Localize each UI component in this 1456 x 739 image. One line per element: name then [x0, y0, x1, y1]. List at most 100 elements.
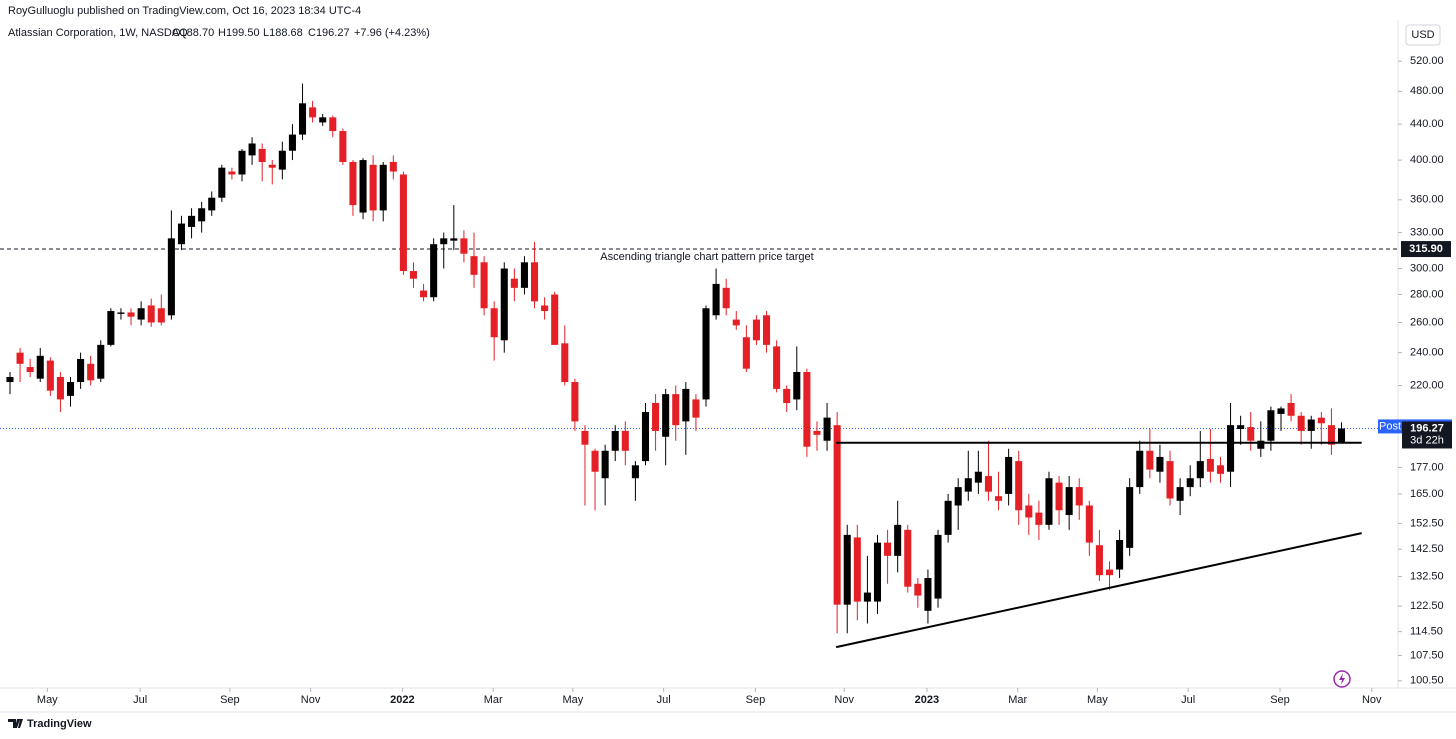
candle-body [359, 160, 367, 213]
candle-body [430, 244, 438, 298]
candle-body [107, 311, 115, 345]
candle-body [157, 308, 165, 323]
candle-body [188, 215, 196, 227]
candle-body [813, 430, 821, 435]
candle-body [1216, 465, 1224, 474]
candle-body [1136, 450, 1144, 488]
x-tick-label: Jul [1181, 694, 1195, 706]
candle-body [409, 271, 418, 279]
candle-body [843, 534, 851, 605]
y-tick-label: 100.50 [1410, 675, 1444, 687]
y-tick-label: 300.00 [1410, 262, 1444, 274]
candle-body [1025, 505, 1033, 518]
lightning-icon[interactable] [1333, 670, 1351, 688]
candle-body [1015, 461, 1023, 511]
candle-body [823, 417, 831, 441]
candle-body [1105, 569, 1114, 576]
candle-body [198, 208, 206, 222]
y-tick-label: 142.50 [1410, 543, 1444, 555]
candle-body [66, 382, 75, 396]
x-tick-label: Nov [1362, 694, 1382, 706]
candle-body [1287, 402, 1295, 416]
target-text: Ascending triangle chart pattern price t… [600, 251, 813, 263]
x-tick-label: May [1087, 694, 1108, 706]
y-tick-label: 330.00 [1410, 227, 1444, 239]
candle-body [984, 476, 992, 492]
candle-body [329, 117, 337, 132]
candle-body [763, 315, 771, 345]
candle-body [541, 305, 549, 312]
candle-body [914, 583, 922, 596]
y-tick-label: 260.00 [1410, 316, 1444, 328]
candle-body [1317, 417, 1325, 424]
candle-body [964, 478, 972, 492]
candle-body [36, 355, 44, 379]
y-tick-label: 177.00 [1410, 461, 1444, 473]
candle-body [1075, 487, 1083, 506]
candle-body [238, 150, 246, 175]
candle-body [117, 312, 125, 314]
candle-body [470, 256, 478, 275]
candle-body [339, 131, 347, 162]
target-label: 315.90 [1409, 243, 1443, 255]
candle-body [621, 430, 629, 451]
candle-body [954, 487, 962, 506]
candle-body [137, 308, 145, 320]
candle-body [1065, 487, 1073, 516]
candle-body [995, 496, 1003, 501]
candle-body [288, 134, 296, 151]
currency[interactable]: USD [1411, 29, 1434, 41]
candle-body [309, 107, 317, 118]
y-tick-label: 440.00 [1410, 118, 1444, 130]
candle-body [1267, 410, 1275, 441]
candle-body [440, 238, 448, 245]
candle-body [793, 371, 801, 400]
candle-body [682, 388, 690, 422]
y-tick-label: 107.50 [1410, 649, 1444, 661]
candle-body [460, 238, 468, 254]
candle-body [1035, 512, 1043, 525]
x-tick-label: May [562, 694, 583, 706]
y-tick-label: 114.50 [1410, 626, 1443, 638]
candle-body [228, 171, 236, 175]
candle-body [974, 471, 982, 483]
candle-body [319, 117, 327, 123]
x-tick-label: Jul [657, 694, 671, 706]
candle-body [349, 161, 357, 206]
candle-body [490, 308, 498, 338]
x-tick-label: 2023 [915, 694, 939, 706]
candle-body [177, 223, 186, 245]
y-tick-label: 400.00 [1410, 154, 1444, 166]
candle-body [1126, 487, 1134, 548]
candle-body [87, 363, 95, 381]
candle-body [904, 529, 912, 587]
y-tick-label: 132.50 [1410, 571, 1444, 583]
candle-body [127, 312, 135, 317]
y-tick-label: 152.50 [1410, 518, 1444, 530]
candle-body [783, 388, 791, 403]
x-tick-label: Mar [484, 694, 503, 706]
candle-body [369, 164, 377, 211]
candle-body [1277, 408, 1285, 414]
last-price-box [1402, 421, 1452, 449]
legend-open: O188.70 [172, 27, 214, 39]
currency-box[interactable] [1405, 24, 1441, 46]
candle-body [934, 534, 942, 599]
candle-body [601, 450, 609, 479]
candle-body [863, 592, 871, 602]
candle-body [56, 376, 64, 400]
candle-body [218, 167, 226, 198]
y-tick-label: 360.00 [1410, 194, 1444, 206]
candle-body [1146, 450, 1154, 470]
candle-body [631, 465, 639, 479]
candle-body [16, 352, 24, 364]
post-label: Post [1379, 420, 1401, 432]
legend-high: H199.50 [218, 27, 260, 39]
candle-body [1166, 461, 1174, 499]
candle-body [26, 367, 34, 372]
candle-body [1307, 419, 1315, 431]
y-tick-label: 165.00 [1410, 488, 1444, 500]
candle-body [894, 524, 902, 556]
